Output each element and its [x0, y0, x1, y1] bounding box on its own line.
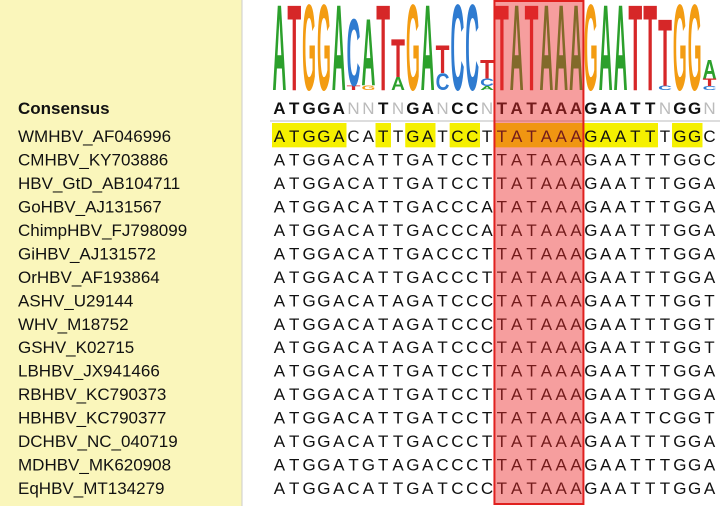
logo-letter: A — [421, 0, 435, 117]
logo-letter: G — [361, 85, 375, 92]
match-highlight — [598, 123, 614, 148]
match-highlight — [272, 123, 288, 148]
logo-letter: A — [480, 86, 494, 92]
logo-letter: A — [539, 0, 553, 117]
sequence-name: MDHBV_MK620908 — [18, 456, 171, 475]
match-highlight — [449, 123, 466, 148]
logo-letter: T — [658, 0, 672, 106]
sequence-name: WMHBV_AF046996 — [18, 127, 171, 146]
match-highlight — [687, 123, 703, 148]
sequence-name: ChimpHBV_FJ798099 — [18, 221, 187, 240]
sequence-name: ASHV_U29144 — [18, 291, 133, 310]
sequence-name: GoHBV_AJ131567 — [18, 197, 162, 216]
logo-letter: G — [302, 0, 316, 117]
logo-letter: G — [317, 0, 331, 117]
sequence-name: HBV_GtD_AB104711 — [18, 174, 180, 193]
match-highlight — [568, 123, 584, 148]
sequence-name: GiHBV_AJ131572 — [18, 244, 156, 263]
logo-letter: A — [332, 0, 346, 117]
logo-letter: T — [495, 0, 509, 117]
logo-letter: G — [584, 0, 598, 117]
sequence-name: LBHBV_JX941466 — [18, 362, 160, 381]
match-highlight — [672, 123, 688, 148]
logo-letter: T — [287, 0, 301, 117]
consensus: ATGGANNTNGANCCNTATAAAGAATTNGGN — [273, 99, 715, 118]
match-highlight — [509, 123, 525, 148]
logo-letter: C — [465, 0, 479, 117]
logo-letter: A — [703, 56, 717, 85]
logo-letter: A — [599, 0, 613, 117]
logo-letter: T — [376, 0, 390, 117]
motif-box — [493, 0, 585, 505]
logo-letter: G — [406, 0, 420, 117]
logo-letter: T — [703, 77, 717, 89]
logo-letter: C — [450, 0, 464, 117]
logo-letter: A — [391, 75, 405, 95]
logo-letter: C — [480, 77, 494, 89]
sequence-name: WHV_M18752 — [18, 315, 129, 334]
match-highlight — [420, 123, 436, 148]
match-highlight — [583, 123, 599, 148]
match-highlight — [553, 123, 569, 148]
sequence-name: GSHV_K02715 — [18, 338, 134, 357]
match-highlight — [301, 123, 317, 148]
logo-letter: A — [614, 0, 628, 117]
match-highlight — [613, 123, 629, 148]
match-highlight — [405, 123, 421, 148]
logo-letter: T — [525, 0, 539, 117]
match-highlight — [286, 123, 302, 148]
logo-letter: A — [510, 0, 524, 117]
match-highlight — [524, 123, 540, 148]
logo-letter: C — [436, 68, 450, 95]
match-highlight — [464, 123, 480, 148]
logo-letter: A — [273, 0, 287, 117]
sequence-name: HBHBV_KC790377 — [18, 409, 166, 428]
sequence-name: DCHBV_NC_040719 — [18, 432, 178, 451]
logo-letter: A — [554, 0, 568, 117]
logo-letter: T — [480, 56, 494, 85]
sequence-name: RBHBV_KC790373 — [18, 385, 166, 404]
logo-letter: C — [703, 86, 717, 92]
match-highlight — [642, 123, 658, 148]
logo-letter: A — [569, 0, 583, 117]
sequence-name: EqHBV_MT134279 — [18, 479, 164, 498]
match-highlight — [331, 123, 347, 148]
logo-letter: G — [688, 0, 702, 117]
consensus-label: Consensus — [18, 99, 110, 118]
match-highlight — [375, 123, 391, 148]
logo-letter: T — [436, 36, 450, 82]
logo-letter: A — [361, 0, 375, 106]
logo-letter: C — [658, 85, 672, 92]
logo-letter: G — [673, 0, 687, 117]
match-highlight — [627, 123, 644, 148]
logo-letter: C — [347, 0, 361, 106]
logo-letter: T — [391, 28, 405, 89]
match-highlight — [316, 123, 332, 148]
logo-letter: T — [347, 85, 361, 92]
match-highlight — [538, 123, 555, 148]
sequence-name: CMHBV_KY703886 — [18, 150, 168, 169]
match-highlight — [494, 123, 510, 148]
sequence-name: OrHBV_AF193864 — [18, 268, 160, 287]
logo-letter: T — [643, 0, 657, 117]
logo-letter: T — [628, 0, 642, 117]
name-panel — [0, 0, 242, 506]
